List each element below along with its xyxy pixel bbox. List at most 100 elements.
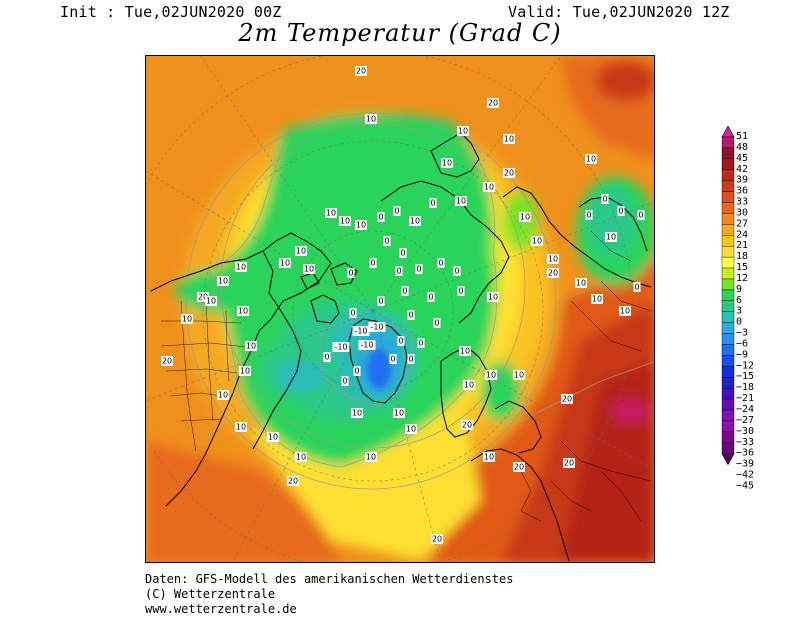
contour-label: 0	[349, 308, 357, 318]
contour-label: -10	[358, 340, 376, 350]
contour-label: 10	[393, 408, 405, 418]
contour-label: 10	[237, 306, 249, 316]
contour-label: 0	[585, 210, 593, 220]
legend-tick-label: 51	[736, 131, 748, 142]
legend-tick-label: −12	[736, 360, 754, 371]
svg-text:20: 20	[432, 535, 442, 544]
legend-tick-label: 30	[736, 207, 748, 218]
legend-tick-label: −15	[736, 371, 754, 382]
svg-text:10: 10	[182, 315, 192, 324]
contour-label: 20	[355, 66, 367, 76]
legend-color-box	[721, 322, 735, 334]
svg-text:-10: -10	[360, 341, 373, 350]
legend-color-scale	[721, 126, 735, 466]
contour-label: 10	[355, 220, 367, 230]
svg-text:10: 10	[514, 371, 524, 380]
svg-text:-10: -10	[334, 343, 347, 352]
legend-color-box	[721, 377, 735, 389]
svg-text:10: 10	[356, 221, 366, 230]
contour-label: 0	[369, 258, 377, 268]
legend-tick-label: 27	[736, 218, 748, 229]
svg-text:0: 0	[416, 265, 421, 274]
svg-text:10: 10	[458, 127, 468, 136]
svg-text:20: 20	[288, 477, 298, 486]
contour-label: 10	[239, 366, 251, 376]
contour-label: 0	[633, 282, 641, 292]
svg-text:10: 10	[586, 155, 596, 164]
svg-text:0: 0	[408, 311, 413, 320]
svg-text:20: 20	[198, 293, 208, 302]
svg-text:10: 10	[532, 237, 542, 246]
legend-color-box	[721, 409, 735, 422]
valid-time-label: Valid: Tue,02JUN2020 12Z	[508, 3, 730, 21]
svg-text:0: 0	[342, 377, 347, 386]
contour-label: 0	[383, 236, 391, 246]
legend-top-arrow	[721, 126, 735, 138]
contour-label: 10	[485, 370, 497, 380]
color-legend: 51484542393633302724211815129630−3−6−9−1…	[721, 126, 754, 491]
svg-text:10: 10	[520, 213, 530, 222]
website-text: www.wetterzentrale.de	[145, 602, 297, 616]
contour-label: 0	[323, 352, 331, 362]
legend-color-box	[721, 202, 735, 214]
contour-label: 10	[205, 296, 217, 306]
contour-label: 0	[453, 266, 461, 276]
svg-text:10: 10	[606, 233, 616, 242]
contour-label: 0	[389, 354, 397, 364]
legend-color-box	[721, 278, 735, 291]
contour-label: 10	[235, 422, 247, 432]
legend-tick-label: 48	[736, 142, 748, 153]
svg-text:10: 10	[296, 247, 306, 256]
copyright-text: (C) Wetterzentrale	[145, 587, 276, 601]
legend-tick-label: 45	[736, 153, 748, 164]
contour-label: 10	[441, 158, 453, 168]
legend-tick-label: −39	[736, 459, 754, 470]
svg-text:20: 20	[514, 463, 524, 472]
svg-text:0: 0	[430, 199, 435, 208]
svg-text:0: 0	[618, 207, 623, 216]
contour-label: 0	[433, 318, 441, 328]
contour-label: 10	[575, 278, 587, 288]
contour-label: 0	[417, 338, 425, 348]
contour-label: 10	[531, 236, 543, 246]
legend-color-box	[721, 398, 735, 411]
legend-tick-label: 39	[736, 175, 748, 186]
svg-text:10: 10	[410, 217, 420, 226]
svg-text:0: 0	[402, 287, 407, 296]
map-canvas: 20 20 10 10 10 10 10 20 10 10 10 10 10 10 10 10 10 10 10 20…	[146, 56, 654, 562]
contour-label: 10	[303, 264, 315, 274]
legend-tick-label: −36	[736, 448, 754, 459]
legend-color-box	[721, 136, 735, 149]
svg-text:10: 10	[238, 307, 248, 316]
contour-label: 20	[561, 394, 573, 404]
contour-label: 20	[461, 420, 473, 430]
svg-text:10: 10	[548, 255, 558, 264]
svg-text:20: 20	[162, 357, 172, 366]
svg-text:20: 20	[488, 99, 498, 108]
legend-tick-label: −3	[736, 328, 748, 339]
svg-text:10: 10	[366, 453, 376, 462]
svg-text:10: 10	[206, 297, 216, 306]
svg-text:0: 0	[400, 249, 405, 258]
svg-text:-10: -10	[354, 327, 367, 336]
legend-tick-labels: 51484542393633302724211815129630−3−6−9−1…	[736, 131, 754, 491]
contour-label: 0	[415, 264, 423, 274]
svg-text:10: 10	[406, 425, 416, 434]
graticule	[146, 56, 654, 562]
legend-color-box	[721, 191, 735, 203]
svg-text:0: 0	[350, 309, 355, 318]
legend-color-box	[721, 169, 735, 181]
contour-label: -10	[368, 322, 386, 332]
legend-tick-label: −18	[736, 382, 754, 393]
contour-label: 0	[353, 366, 361, 376]
contour-label: 10	[513, 370, 525, 380]
svg-text:10: 10	[442, 159, 452, 168]
temperature-field	[146, 56, 654, 562]
contour-label: 20	[487, 98, 499, 108]
legend-tick-label: 18	[736, 251, 748, 262]
legend-tick-label: 24	[736, 229, 748, 240]
legend-color-box	[721, 256, 735, 269]
svg-text:10: 10	[394, 409, 404, 418]
legend-tick-label: −9	[736, 349, 748, 360]
contour-label: 0	[407, 310, 415, 320]
